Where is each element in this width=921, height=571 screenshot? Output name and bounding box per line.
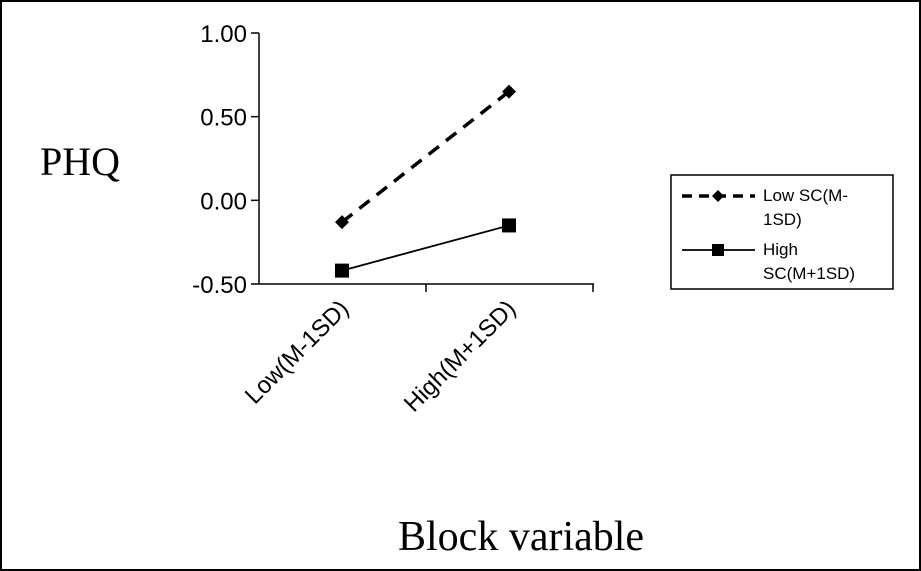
data-point-square [335, 263, 349, 278]
legend-label: High [763, 240, 798, 259]
legend-label: 1SD) [763, 210, 802, 229]
legend-label: Low SC(M- [763, 186, 848, 205]
series-layer [335, 84, 516, 278]
y-tick-label: 0.50 [200, 105, 247, 132]
series-line-2 [341, 224, 510, 272]
legend-label: SC(M+1SD) [763, 264, 855, 283]
data-point-square [502, 218, 516, 233]
y-ticks: 1.00 0.50 0.00 -0.50 [192, 21, 259, 299]
y-tick-label: 0.00 [200, 188, 247, 215]
data-point-diamond [502, 84, 516, 99]
x-tick-label: Low(M-1SD) [240, 295, 354, 409]
x-axis-title: Block variable [398, 514, 644, 560]
legend: Low SC(M- 1SD) High SC(M+1SD) [670, 174, 894, 290]
y-tick-label: 1.00 [200, 21, 247, 48]
series-line-1 [340, 90, 511, 224]
x-tick-label: High(M+1SD) [399, 295, 521, 417]
legend-entries: Low SC(M- 1SD) High SC(M+1SD) [682, 186, 855, 283]
legend-box [670, 174, 894, 290]
y-axis-title: PHQ [40, 139, 120, 184]
x-ticks: Low(M-1SD) High(M+1SD) [240, 284, 594, 418]
axes [258, 33, 594, 285]
legend-marker-diamond [712, 190, 724, 202]
y-tick-label: -0.50 [192, 272, 247, 299]
legend-marker-square [712, 244, 724, 256]
data-point-diamond [335, 215, 349, 230]
